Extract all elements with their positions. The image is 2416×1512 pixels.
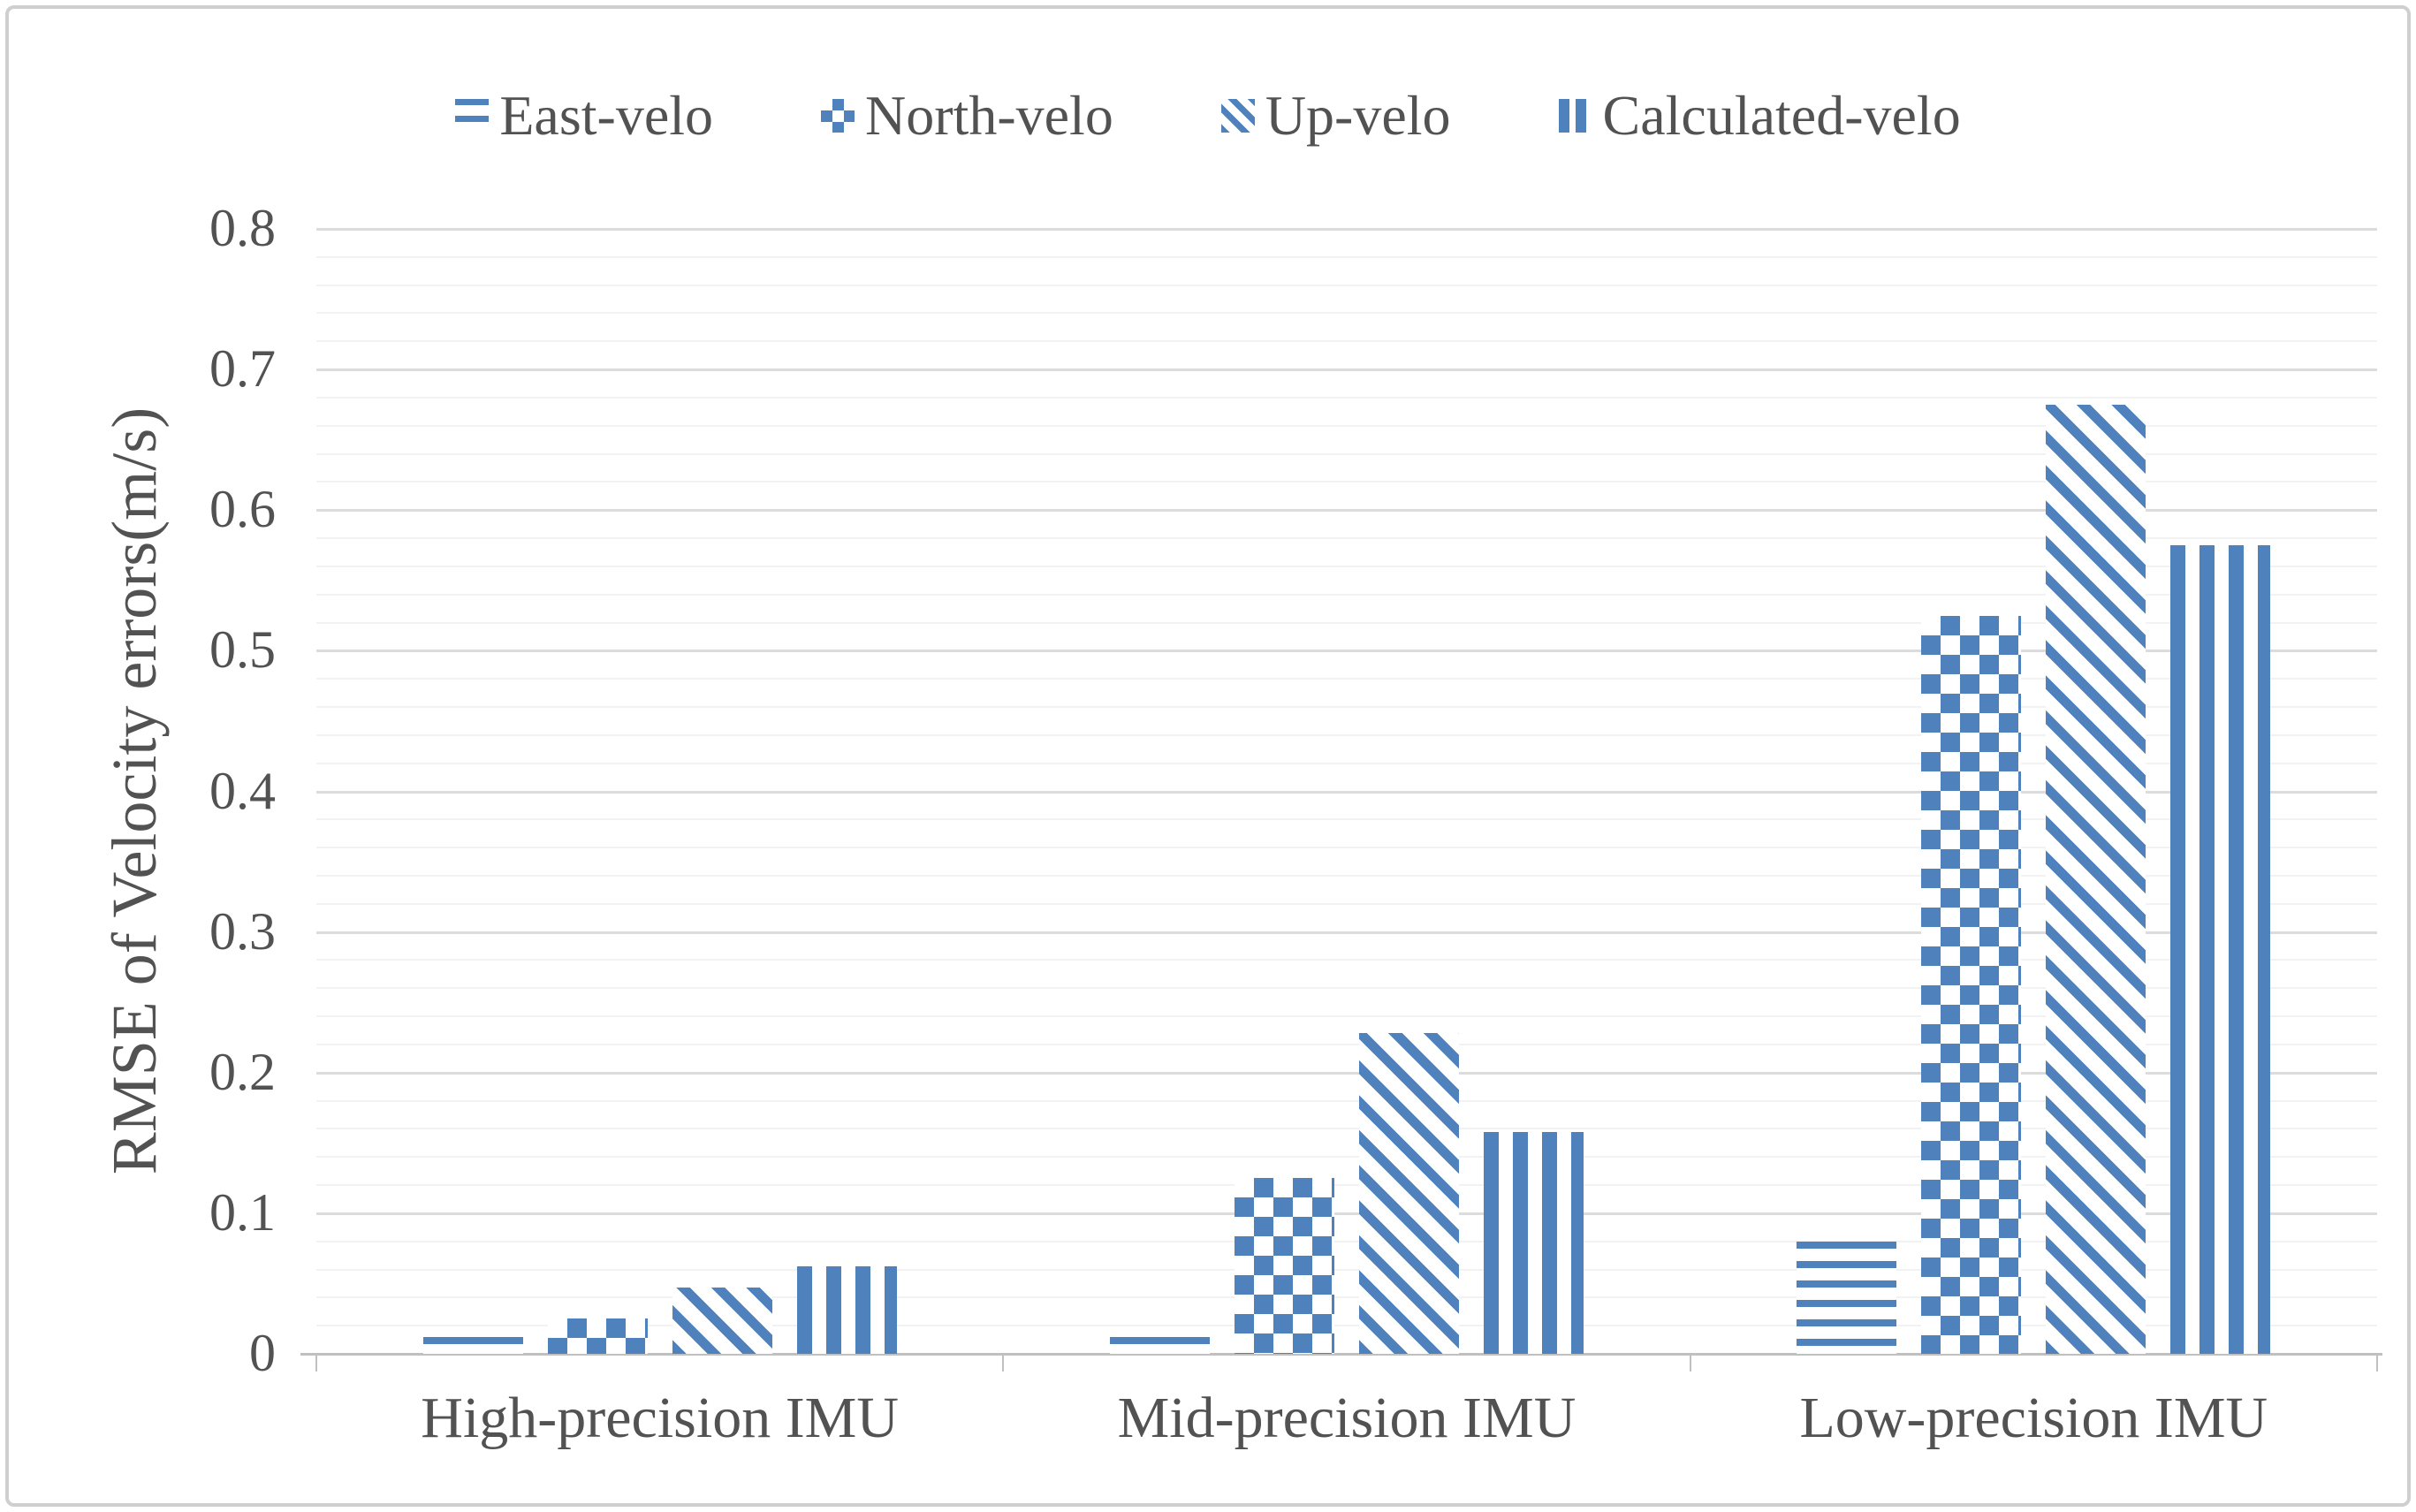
- minor-gridline: [316, 1015, 2377, 1018]
- minor-gridline: [316, 312, 2377, 315]
- chart-legend: East-velo North-velo Up-velo Calculated-vel…: [0, 76, 2416, 156]
- bar-east-velo-2: [1109, 1337, 1210, 1354]
- x-category-label-1: High-precision IMU: [421, 1386, 900, 1450]
- bar-up-velo-2: [1358, 1033, 1459, 1354]
- x-category-label-2: Mid-precision IMU: [1117, 1386, 1576, 1450]
- bar-east-velo-3: [1797, 1242, 1897, 1354]
- x-axis-tick: [315, 1354, 317, 1371]
- minor-gridline: [316, 1268, 2377, 1271]
- bar-east-velo-1: [422, 1337, 523, 1354]
- y-tick-label-0: 0: [249, 1323, 276, 1382]
- y-tick-label-0.4: 0.4: [209, 761, 276, 820]
- y-tick-label-0.1: 0.1: [209, 1182, 276, 1242]
- bar-calculated-velo-2: [1483, 1132, 1584, 1354]
- minor-gridline: [316, 284, 2377, 286]
- y-tick-label-0.7: 0.7: [209, 338, 276, 398]
- legend-swatch-horizontal-stripes-icon: [455, 99, 490, 133]
- minor-gridline: [316, 424, 2377, 427]
- minor-gridline: [316, 1156, 2377, 1159]
- bar-group-3: [1690, 229, 2377, 1354]
- major-gridline: [316, 1212, 2377, 1215]
- y-axis-tick-labels: 0 0.1 0.2 0.3 0.4 0.5 0.6 0.7 0.8: [0, 201, 285, 1379]
- major-gridline: [316, 509, 2377, 513]
- minor-gridline: [316, 762, 2377, 764]
- legend-swatch-diagonal-stripes-icon: [1220, 99, 1255, 133]
- minor-gridline: [316, 1325, 2377, 1327]
- minor-gridline: [316, 1099, 2377, 1102]
- major-gridline: [316, 931, 2377, 934]
- legend-item-calculated-velo: Calculated-velo: [1558, 84, 1961, 147]
- minor-gridline: [316, 818, 2377, 821]
- x-axis-tick: [1002, 1354, 1005, 1371]
- minor-gridline: [316, 340, 2377, 343]
- legend-label: East-velo: [499, 84, 713, 147]
- bar-calculated-velo-1: [796, 1266, 897, 1354]
- minor-gridline: [316, 255, 2377, 258]
- minor-gridline: [316, 733, 2377, 736]
- minor-gridline: [316, 537, 2377, 540]
- minor-gridline: [316, 847, 2377, 849]
- x-axis-category-labels: High-precision IMU Mid-precision IMU Low-p…: [316, 1389, 2377, 1447]
- bar-up-velo-3: [2046, 405, 2146, 1354]
- minor-gridline: [316, 959, 2377, 961]
- major-gridline: [316, 369, 2377, 372]
- y-tick-label-0.5: 0.5: [209, 620, 276, 680]
- x-axis-tick: [1689, 1354, 1691, 1371]
- legend-swatch-checkerboard-icon: [821, 99, 855, 133]
- x-axis-tick: [2376, 1354, 2378, 1371]
- minor-gridline: [316, 1296, 2377, 1299]
- legend-label: North-velo: [865, 84, 1113, 147]
- minor-gridline: [316, 902, 2377, 905]
- major-gridline: [316, 790, 2377, 794]
- minor-gridline: [316, 1043, 2377, 1045]
- legend-item-east-velo: East-velo: [455, 87, 713, 144]
- minor-gridline: [316, 1184, 2377, 1187]
- major-gridline: [316, 1071, 2377, 1075]
- bar-calculated-velo-3: [2170, 545, 2271, 1354]
- minor-gridline: [316, 706, 2377, 709]
- bar-north-velo-1: [547, 1318, 648, 1354]
- major-gridline: [316, 228, 2377, 231]
- legend-item-up-velo: Up-velo: [1220, 84, 1451, 147]
- x-category-label-3: Low-precision IMU: [1799, 1386, 2268, 1450]
- minor-gridline: [316, 874, 2377, 877]
- x-axis-line: [300, 1353, 2382, 1356]
- major-gridline: [316, 650, 2377, 653]
- bar-north-velo-2: [1234, 1178, 1334, 1354]
- plot-area: [300, 228, 2382, 1371]
- minor-gridline: [316, 593, 2377, 596]
- y-tick-label-0.6: 0.6: [209, 480, 276, 539]
- legend-label: Calculated-velo: [1602, 84, 1961, 147]
- legend-label: Up-velo: [1265, 84, 1451, 147]
- minor-gridline: [316, 481, 2377, 483]
- y-tick-label-0.2: 0.2: [209, 1042, 276, 1101]
- minor-gridline: [316, 1240, 2377, 1242]
- legend-item-north-velo: North-velo: [821, 87, 1113, 144]
- legend-swatch-vertical-stripes-icon: [1558, 99, 1592, 133]
- minor-gridline: [316, 396, 2377, 399]
- bar-north-velo-3: [1921, 616, 2022, 1354]
- y-tick-label-0.3: 0.3: [209, 901, 276, 961]
- bar-groups-layer: [316, 229, 2377, 1354]
- minor-gridline: [316, 452, 2377, 455]
- minor-gridline: [316, 565, 2377, 567]
- minor-gridline: [316, 678, 2377, 680]
- bar-group-1: [316, 229, 1003, 1354]
- minor-gridline: [316, 1128, 2377, 1130]
- y-tick-label-0.8: 0.8: [209, 198, 276, 257]
- bar-group-2: [1003, 229, 1690, 1354]
- minor-gridline: [316, 987, 2377, 990]
- minor-gridline: [316, 621, 2377, 624]
- bar-up-velo-1: [672, 1288, 772, 1354]
